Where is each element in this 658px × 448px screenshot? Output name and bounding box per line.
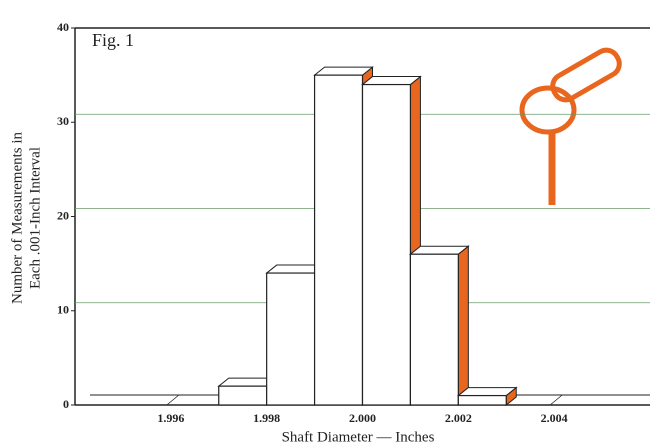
chart-title: Fig. 1 bbox=[92, 30, 134, 50]
y-tick-label: 20 bbox=[57, 208, 69, 222]
chart: Fig. 1 Shaft Diameter — Inches Number of… bbox=[0, 0, 658, 448]
x-tick-label: 1.996 bbox=[157, 411, 184, 425]
x-axis-label: Shaft Diameter — Inches bbox=[282, 429, 435, 445]
y-axis-label: Each .001-Inch Interval bbox=[27, 147, 43, 289]
bar bbox=[410, 254, 458, 405]
x-tick-label: 2.004 bbox=[541, 411, 568, 425]
y-axis-label: Number of Measurements in bbox=[9, 131, 25, 304]
bar-top bbox=[410, 246, 468, 254]
bar-top bbox=[363, 77, 421, 85]
y-tick-label: 0 bbox=[63, 397, 69, 411]
bar bbox=[219, 386, 267, 405]
x-tick-label: 2.002 bbox=[445, 411, 472, 425]
x-tick-label: 2.000 bbox=[349, 411, 376, 425]
bar-top bbox=[315, 67, 373, 75]
y-tick-label: 40 bbox=[57, 20, 69, 34]
page: {"chart_data": {"type": "histogram", "ti… bbox=[0, 0, 658, 448]
bar-top bbox=[458, 388, 516, 396]
x-tick-label: 1.998 bbox=[253, 411, 280, 425]
icon-caliper bbox=[522, 46, 624, 205]
tick-mark bbox=[550, 395, 562, 405]
bar bbox=[458, 396, 506, 405]
y-tick-label: 30 bbox=[57, 114, 69, 128]
bar bbox=[363, 85, 411, 405]
bar-side bbox=[458, 246, 468, 405]
tick-mark bbox=[167, 395, 179, 405]
bar bbox=[267, 273, 315, 405]
bar bbox=[315, 75, 363, 405]
y-tick-label: 10 bbox=[57, 303, 69, 317]
